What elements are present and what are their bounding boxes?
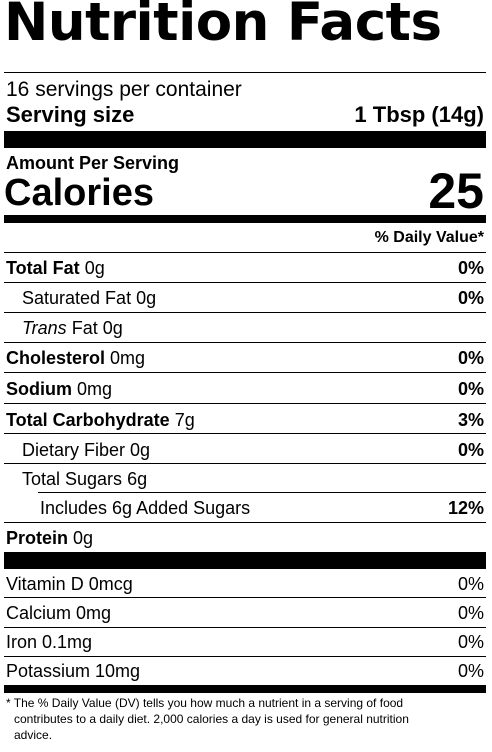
divider (4, 463, 486, 464)
total-carbohydrate-row: Total Carbohydrate 7g (6, 411, 195, 429)
divider (4, 282, 486, 283)
sodium-dv: 0% (457, 379, 484, 399)
total-fat-row: Total Fat 0g (6, 259, 105, 277)
cholesterol-dv: 0% (457, 348, 484, 368)
trans-fat-row: Trans Fat 0g (22, 319, 123, 337)
divider (4, 522, 486, 523)
calories-value: 25 (428, 163, 484, 219)
total-fat-label: Total Fat (6, 258, 80, 278)
footnote-line-1: * The % Daily Value (DV) tells you how m… (6, 696, 404, 710)
divider (4, 627, 486, 628)
protein-row: Protein 0g (6, 529, 93, 547)
serving-size-label: Serving size (6, 102, 135, 127)
sodium-label: Sodium (6, 379, 72, 399)
vitamin-d-label: Vitamin D 0mcg (6, 574, 133, 594)
divider (4, 342, 486, 343)
daily-value-header: % Daily Value* (374, 229, 484, 246)
sodium-row: Sodium 0mg (6, 380, 112, 398)
servings-per-container: 16 servings per container (6, 78, 242, 101)
total-sugars-row: Total Sugars 6g (22, 470, 147, 488)
iron-label: Iron 0.1mg (6, 632, 93, 652)
protein-amount: 0g (73, 528, 94, 548)
total-fat-dv: 0% (457, 258, 484, 278)
footnote-line-2: contributes to a daily diet. 2,000 calor… (14, 712, 409, 726)
label-title: Nutrition Facts (4, 0, 442, 53)
added-sugars-dv: 12% (447, 498, 484, 518)
cholesterol-row: Cholesterol 0mg (6, 349, 145, 367)
cholesterol-label: Cholesterol (6, 348, 106, 368)
thick-divider (4, 131, 486, 148)
trans-fat-label: Trans (22, 318, 67, 338)
protein-label: Protein (6, 528, 69, 548)
trans-fat-suffix: Fat (71, 318, 98, 338)
dietary-fiber-amount: 0g (130, 440, 151, 460)
saturated-fat-amount: 0g (136, 288, 157, 308)
medium-divider (4, 685, 486, 693)
total-carbohydrate-label: Total Carbohydrate (6, 410, 170, 430)
divider (4, 656, 486, 657)
total-sugars-amount: 6g (127, 469, 148, 489)
dietary-fiber-label: Dietary Fiber (22, 440, 126, 460)
dietary-fiber-dv: 0% (457, 440, 484, 460)
dietary-fiber-row: Dietary Fiber 0g (22, 441, 150, 459)
divider (4, 372, 486, 373)
total-sugars-label: Total Sugars (22, 469, 123, 489)
calcium-dv: 0% (457, 603, 484, 623)
medium-divider (4, 215, 486, 223)
cholesterol-amount: 0mg (110, 348, 146, 368)
thick-divider (4, 552, 486, 569)
sodium-amount: 0mg (77, 379, 113, 399)
footnote-line-3: advice. (14, 728, 53, 742)
potassium-dv: 0% (457, 661, 484, 681)
divider (4, 312, 486, 313)
total-carbohydrate-amount: 7g (174, 410, 195, 430)
trans-fat-amount: 0g (102, 318, 123, 338)
iron-dv: 0% (457, 632, 484, 652)
potassium-label: Potassium 10mg (6, 661, 141, 681)
divider (38, 492, 486, 493)
divider (4, 403, 486, 404)
added-sugars-label: Includes 6g Added Sugars (40, 498, 251, 518)
total-fat-amount: 0g (84, 258, 105, 278)
divider (4, 72, 486, 73)
daily-value-footnote: * The % Daily Value (DV) tells you how m… (6, 695, 484, 743)
calcium-label: Calcium 0mg (6, 603, 112, 623)
serving-size-value: 1 Tbsp (14g) (354, 102, 484, 127)
vitamin-d-dv: 0% (457, 574, 484, 594)
divider (4, 433, 486, 434)
saturated-fat-dv: 0% (457, 288, 484, 308)
divider (4, 252, 486, 253)
amount-per-serving: Amount Per Serving (6, 153, 180, 173)
total-carbohydrate-dv: 3% (457, 410, 484, 430)
calories-label: Calories (4, 172, 154, 214)
divider (4, 597, 486, 598)
saturated-fat-label: Saturated Fat (22, 288, 132, 308)
saturated-fat-row: Saturated Fat 0g (22, 289, 156, 307)
